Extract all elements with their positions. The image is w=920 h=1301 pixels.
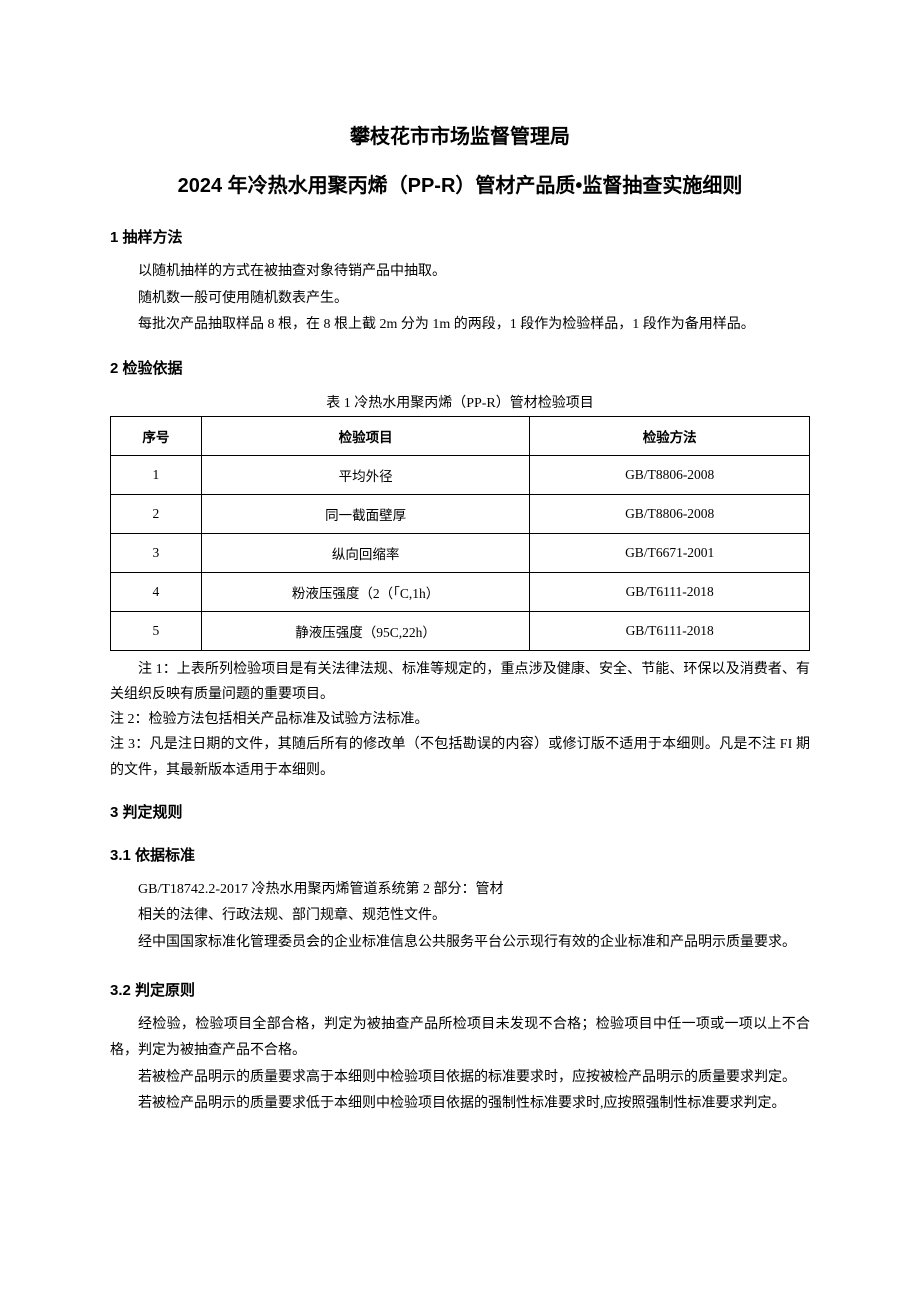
section-3-1-heading: 3.1 依据标准 <box>110 844 810 865</box>
document-main-title: 2024 年冷热水用聚丙烯（PP-R）管材产品质•监督抽查实施细则 <box>110 169 810 198</box>
section-3-heading: 3 判定规则 <box>110 801 810 822</box>
document-authority-title: 攀枝花市市场监督管理局 <box>110 120 810 149</box>
section-3-2-para-3: 若被检产品明示的质量要求低于本细则中检验项目依据的强制性标准要求时,应按照强制性… <box>110 1091 810 1118</box>
section-1-para-2: 随机数一般可使用随机数表产生。 <box>110 286 810 313</box>
table-row: 1 平均外径 GB/T8806-2008 <box>111 455 810 494</box>
table-cell-method: GB/T8806-2008 <box>530 494 810 533</box>
section-3-2-para-1: 经检验，检验项目全部合格，判定为被抽查产品所检项目未发现不合格；检验项目中任一项… <box>110 1012 810 1065</box>
section-3-1-para-3: 经中国国家标准化管理委员会的企业标准信息公共服务平台公示现行有效的企业标准和产品… <box>110 930 810 957</box>
section-3-2-heading: 3.2 判定原则 <box>110 979 810 1000</box>
table-cell-method: GB/T8806-2008 <box>530 455 810 494</box>
table-cell-method: GB/T6671-2001 <box>530 533 810 572</box>
inspection-items-table: 序号 检验项目 检验方法 1 平均外径 GB/T8806-2008 2 同一截面… <box>110 416 810 651</box>
section-3-1-para-2: 相关的法律、行政法规、部门规章、规范性文件。 <box>110 903 810 930</box>
section-3-2-para-2: 若被检产品明示的质量要求高于本细则中检验项目依据的标准要求时，应按被检产品明示的… <box>110 1065 810 1092</box>
section-1-heading: 1 抽样方法 <box>110 226 810 247</box>
table-row: 4 粉液压强度（2（「C,1h） GB/T6111-2018 <box>111 572 810 611</box>
table-cell-method: GB/T6111-2018 <box>530 611 810 650</box>
section-2-heading: 2 检验依据 <box>110 357 810 378</box>
section-1-para-1: 以随机抽样的方式在被抽查对象待销产品中抽取。 <box>110 259 810 286</box>
table-row: 5 静液压强度（95C,22h） GB/T6111-2018 <box>111 611 810 650</box>
table-note-3: 注 3：凡是注日期的文件，其随后所有的修改单（不包括勘误的内容）或修订版不适用于… <box>110 732 810 782</box>
table-cell-item: 纵向回缩率 <box>201 533 530 572</box>
table-cell-index: 4 <box>111 572 202 611</box>
table-cell-method: GB/T6111-2018 <box>530 572 810 611</box>
table-header-index: 序号 <box>111 416 202 455</box>
section-3-1-para-1: GB/T18742.2-2017 冷热水用聚丙烯管道系统第 2 部分：管材 <box>110 877 810 904</box>
table-cell-item: 静液压强度（95C,22h） <box>201 611 530 650</box>
section-1-para-3: 每批次产品抽取样品 8 根，在 8 根上截 2m 分为 1m 的两段，1 段作为… <box>110 312 810 339</box>
document-page: 攀枝花市市场监督管理局 2024 年冷热水用聚丙烯（PP-R）管材产品质•监督抽… <box>0 0 920 1198</box>
table-1-caption: 表 1 冷热水用聚丙烯（PP-R）管材检验项目 <box>110 392 810 412</box>
table-cell-index: 2 <box>111 494 202 533</box>
table-cell-item: 粉液压强度（2（「C,1h） <box>201 572 530 611</box>
table-cell-index: 3 <box>111 533 202 572</box>
table-note-2: 注 2：检验方法包括相关产品标准及试验方法标准。 <box>110 707 810 732</box>
table-cell-item: 平均外径 <box>201 455 530 494</box>
table-cell-item: 同一截面壁厚 <box>201 494 530 533</box>
table-header-item: 检验项目 <box>201 416 530 455</box>
table-header-method: 检验方法 <box>530 416 810 455</box>
table-row: 3 纵向回缩率 GB/T6671-2001 <box>111 533 810 572</box>
table-cell-index: 5 <box>111 611 202 650</box>
table-header-row: 序号 检验项目 检验方法 <box>111 416 810 455</box>
table-note-1: 注 1：上表所列检验项目是有关法律法规、标准等规定的，重点涉及健康、安全、节能、… <box>110 657 810 707</box>
table-row: 2 同一截面壁厚 GB/T8806-2008 <box>111 494 810 533</box>
table-cell-index: 1 <box>111 455 202 494</box>
